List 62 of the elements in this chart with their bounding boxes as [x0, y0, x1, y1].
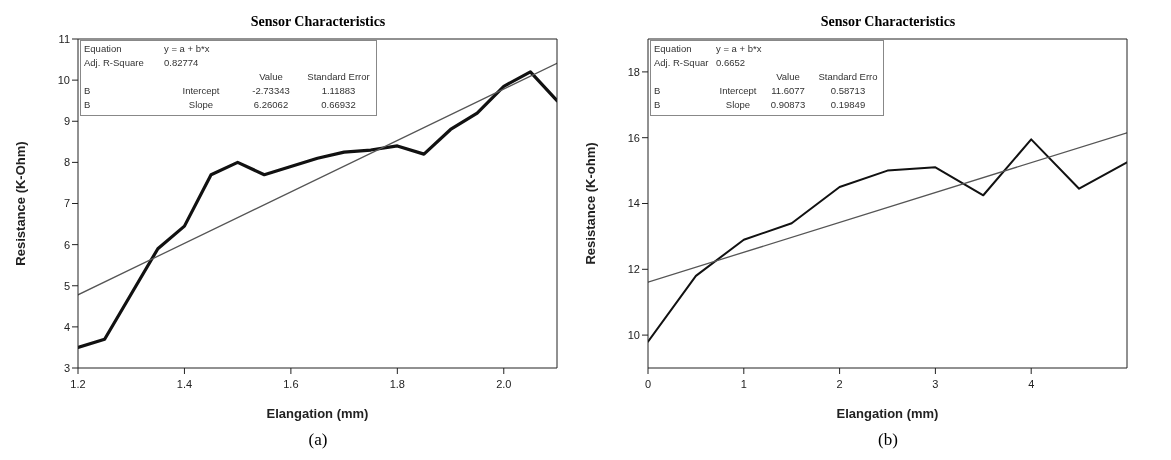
- annotation: B: [654, 99, 662, 110]
- x-tick-label: 1.2: [70, 378, 86, 390]
- y-tick-label: 7: [63, 197, 70, 210]
- line-series: [78, 70, 557, 350]
- annotation: 0.66932: [320, 99, 357, 110]
- annotation: B: [654, 85, 662, 96]
- annotation: B: [84, 85, 92, 96]
- annotation: Equation: [84, 43, 123, 54]
- x-tick-label: 1.8: [389, 378, 405, 390]
- y-tick-label: 11: [58, 32, 70, 45]
- y-tick-label: 14: [627, 197, 640, 210]
- y-tick-label: 6: [63, 238, 70, 251]
- annotation: Adj. R-Squar: [654, 57, 710, 68]
- y-axis-title: Resistance (K-Ohm): [12, 141, 28, 266]
- x-axis-title: Elangation (mm): [266, 406, 369, 421]
- x-tick-label: 1: [740, 378, 747, 390]
- y-tick-label: 10: [627, 329, 640, 342]
- annotation: Intercept: [718, 85, 758, 96]
- annotation: Equation: [654, 43, 693, 54]
- y-tick-label: 10: [57, 74, 70, 87]
- x-tick-label: 3: [932, 378, 939, 390]
- text: (b): [877, 430, 899, 450]
- x-tick-label: 0: [644, 378, 652, 390]
- annotation: Slope: [724, 99, 752, 110]
- y-tick-label: 5: [63, 279, 70, 292]
- annotation: Standard Error: [306, 71, 371, 82]
- x-tick-label: 4: [1028, 378, 1035, 390]
- annotation: 0.6652: [716, 57, 747, 68]
- y-tick-label: 9: [63, 115, 70, 128]
- y-tick-label: 4: [63, 320, 70, 333]
- line-series: [648, 138, 1127, 343]
- annotation: 0.90873: [769, 99, 807, 110]
- y-tick-label: 16: [627, 131, 640, 144]
- x-tick-label: 1.6: [283, 378, 299, 390]
- annotation: B: [84, 99, 92, 110]
- y-tick-label: 3: [63, 361, 70, 374]
- annotation: 0.19849: [829, 99, 867, 110]
- x-tick-label: 2: [836, 378, 843, 390]
- x-tick-label: 1.4: [176, 378, 193, 390]
- annotation: Slope: [187, 99, 215, 110]
- x-axis-title: Elangation (mm): [836, 406, 939, 421]
- annotation: 0.58713: [829, 85, 867, 96]
- annotation: 11.6077: [770, 85, 806, 96]
- annotation: y = a + b*x: [716, 43, 762, 54]
- annotation: Value: [775, 71, 801, 82]
- annotation: 6.26062: [252, 99, 290, 110]
- annotation: Adj. R-Square: [84, 57, 145, 68]
- chart-title: Sensor Characteristics: [249, 14, 387, 30]
- y-tick-label: 12: [627, 263, 640, 276]
- text: (a): [307, 430, 329, 450]
- y-axis-title: Resistance (K-ohm): [582, 142, 598, 265]
- annotation: Standard Erro: [817, 71, 879, 82]
- annotation: -2.73343: [251, 85, 291, 96]
- chart-title: Sensor Characteristics: [819, 14, 957, 30]
- annotation: Intercept: [181, 85, 221, 96]
- annotation: y = a + b*x: [164, 43, 211, 54]
- y-tick-label: 8: [63, 156, 70, 169]
- annotation: Value: [258, 71, 284, 82]
- annotation: 0.82774: [164, 57, 200, 68]
- y-tick-label: 18: [627, 65, 640, 78]
- x-tick-label: 2.0: [496, 378, 512, 390]
- annotation: 1.11883: [320, 85, 357, 96]
